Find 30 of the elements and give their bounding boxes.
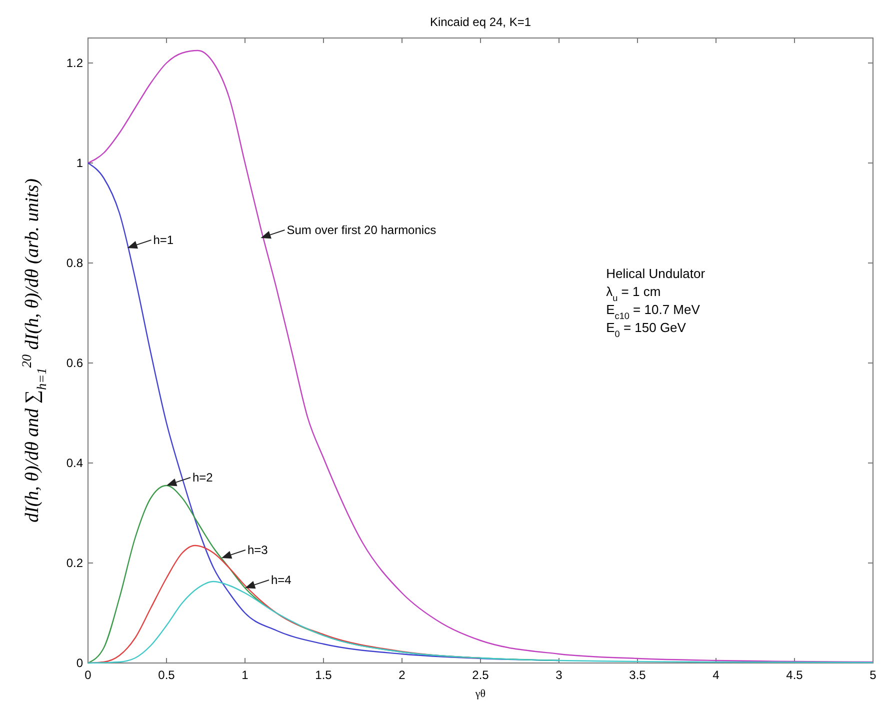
x-tick-label: 0.5 bbox=[158, 668, 176, 682]
annotation: h=1 bbox=[153, 233, 174, 247]
y-tick-label: 0.8 bbox=[66, 256, 84, 270]
x-tick-label: 2.5 bbox=[472, 668, 490, 682]
x-tick-label: 1 bbox=[242, 668, 249, 682]
annotation: h=4 bbox=[271, 573, 292, 587]
annotation: h=2 bbox=[192, 470, 214, 484]
x-axis-title: γθ bbox=[474, 688, 486, 700]
chart-title: Kincaid eq 24, K=1 bbox=[430, 15, 532, 29]
annotation: Sum over first 20 harmonics bbox=[286, 223, 436, 237]
annotation: E$_{c10}$ = 10.7 MeV bbox=[606, 302, 700, 321]
y-tick-label: 0 bbox=[76, 656, 84, 670]
annotation: λ$_{u}$ = 1 cm bbox=[606, 284, 661, 303]
y-tick-label: 0.4 bbox=[66, 456, 84, 470]
x-tick-label: 3 bbox=[556, 668, 563, 682]
x-tick-label: 4 bbox=[712, 668, 720, 682]
x-tick-label: 0 bbox=[84, 668, 92, 682]
y-tick-label: 1.2 bbox=[66, 56, 84, 70]
annotation: Helical Undulator bbox=[606, 266, 706, 281]
y-tick-label: 1 bbox=[76, 156, 84, 170]
x-tick-label: 5 bbox=[870, 668, 877, 682]
annotation: E$_{0}$ = 150 GeV bbox=[606, 320, 686, 339]
x-tick-label: 4.5 bbox=[786, 668, 804, 682]
line-series bbox=[87, 50, 874, 663]
x-tick-label: 3.5 bbox=[629, 668, 646, 682]
x-tick-label: 2 bbox=[398, 668, 406, 682]
y-tick-label: 0.6 bbox=[66, 356, 84, 370]
annotation: h=3 bbox=[247, 543, 268, 557]
x-tick-label: 1.5 bbox=[315, 668, 332, 682]
y-tick-label: 0.2 bbox=[66, 556, 84, 570]
